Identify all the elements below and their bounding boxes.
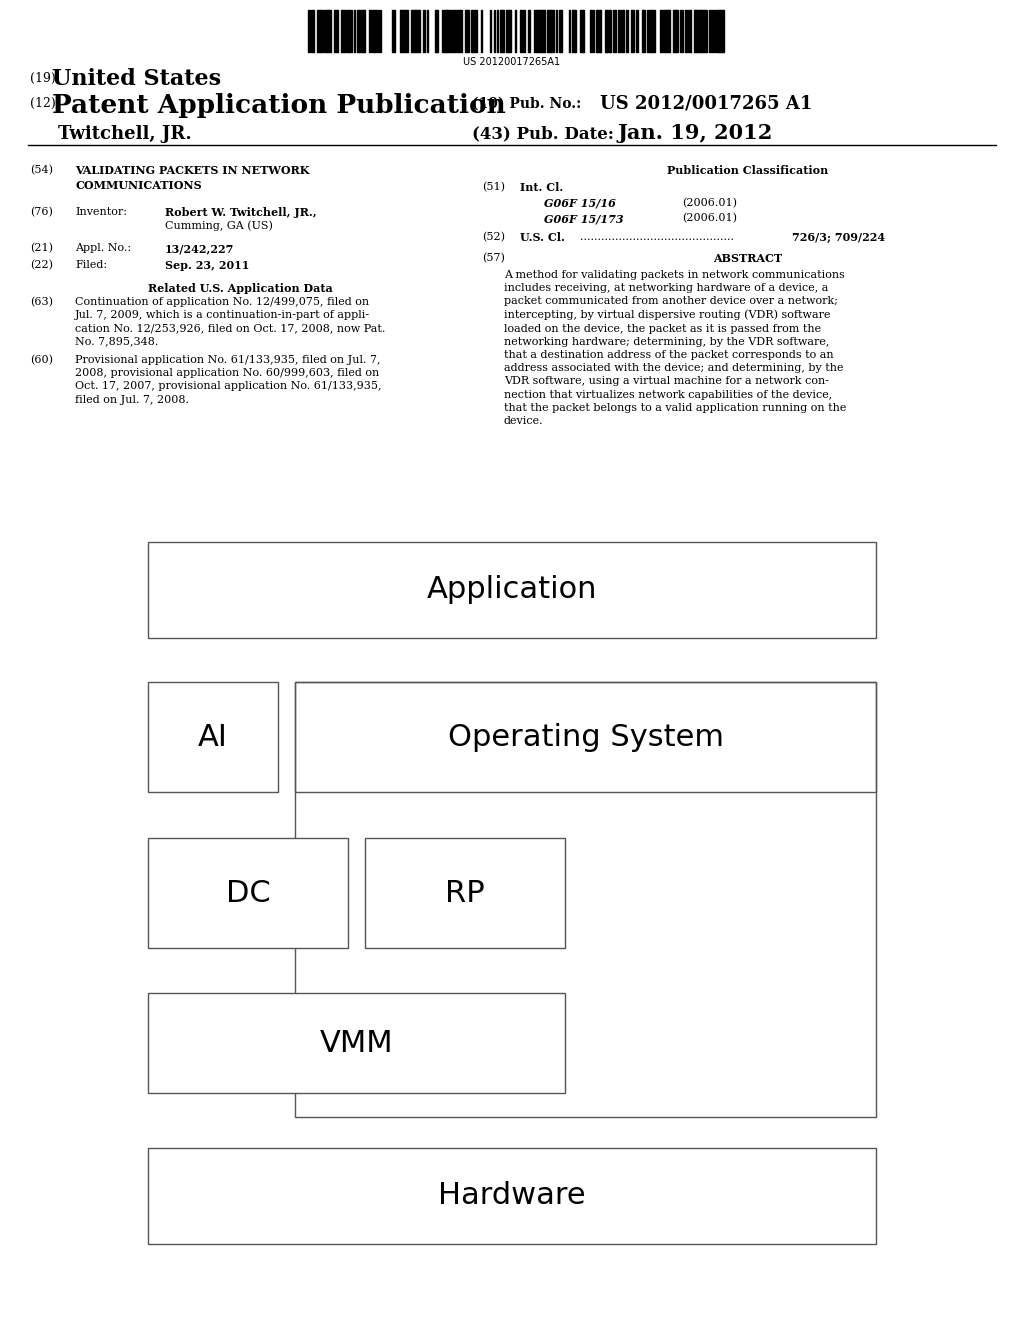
Text: Continuation of application No. 12/499,075, filed on
Jul. 7, 2009, which is a co: Continuation of application No. 12/499,0… — [75, 297, 385, 347]
Text: 13/242,227: 13/242,227 — [165, 243, 234, 253]
Text: (12): (12) — [30, 96, 55, 110]
Bar — [148, 993, 565, 1093]
Text: (22): (22) — [30, 260, 53, 271]
Text: (19): (19) — [30, 73, 55, 84]
Text: Patent Application Publication: Patent Application Publication — [52, 92, 506, 117]
Text: (57): (57) — [482, 253, 505, 263]
Text: VMM: VMM — [319, 1028, 393, 1057]
Text: United States: United States — [52, 69, 221, 90]
Text: (76): (76) — [30, 207, 53, 218]
Text: Operating System: Operating System — [447, 722, 724, 751]
Text: 726/3; 709/224: 726/3; 709/224 — [792, 232, 885, 243]
Bar — [148, 838, 348, 948]
Text: (51): (51) — [482, 182, 505, 193]
Text: G06F 15/16: G06F 15/16 — [544, 198, 615, 209]
Text: Filed:: Filed: — [75, 260, 108, 271]
Text: U.S. Cl.: U.S. Cl. — [520, 232, 565, 243]
Text: G06F 15/173: G06F 15/173 — [544, 213, 624, 224]
Bar — [148, 543, 876, 638]
Bar — [365, 838, 565, 948]
Text: (63): (63) — [30, 297, 53, 308]
Text: Provisional application No. 61/133,935, filed on Jul. 7,
2008, provisional appli: Provisional application No. 61/133,935, … — [75, 355, 382, 405]
Text: DC: DC — [225, 879, 270, 908]
Text: AI: AI — [198, 722, 228, 751]
Text: Hardware: Hardware — [438, 1181, 586, 1210]
Text: (60): (60) — [30, 355, 53, 366]
Text: ............................................: ........................................… — [580, 232, 734, 242]
Text: Inventor:: Inventor: — [75, 207, 127, 216]
Text: Application: Application — [427, 576, 597, 605]
Text: US 20120017265A1: US 20120017265A1 — [464, 57, 560, 67]
Text: (10) Pub. No.:: (10) Pub. No.: — [472, 96, 582, 111]
Text: (2006.01): (2006.01) — [682, 213, 737, 223]
Text: Sep. 23, 2011: Sep. 23, 2011 — [165, 260, 250, 271]
Bar — [295, 682, 876, 792]
Text: ABSTRACT: ABSTRACT — [714, 253, 782, 264]
Text: (54): (54) — [30, 165, 53, 176]
Text: A method for validating packets in network communications
includes receiving, at: A method for validating packets in netwo… — [504, 271, 847, 426]
Text: Publication Classification: Publication Classification — [668, 165, 828, 176]
Text: (52): (52) — [482, 232, 505, 243]
Text: (2006.01): (2006.01) — [682, 198, 737, 209]
Text: Appl. No.:: Appl. No.: — [75, 243, 131, 253]
Bar — [148, 682, 278, 792]
Text: Twitchell, JR.: Twitchell, JR. — [58, 125, 191, 143]
Text: US 2012/0017265 A1: US 2012/0017265 A1 — [600, 95, 812, 114]
Text: Cumming, GA (US): Cumming, GA (US) — [165, 220, 272, 231]
Text: (43) Pub. Date:: (43) Pub. Date: — [472, 125, 613, 143]
Text: (21): (21) — [30, 243, 53, 253]
Text: Jan. 19, 2012: Jan. 19, 2012 — [618, 123, 773, 143]
Text: VALIDATING PACKETS IN NETWORK
COMMUNICATIONS: VALIDATING PACKETS IN NETWORK COMMUNICAT… — [75, 165, 309, 190]
Bar — [148, 1148, 876, 1243]
Text: Int. Cl.: Int. Cl. — [520, 182, 563, 193]
Text: Robert W. Twitchell, JR.,: Robert W. Twitchell, JR., — [165, 207, 316, 218]
Text: RP: RP — [445, 879, 484, 908]
Bar — [295, 682, 876, 1117]
Text: Related U.S. Application Data: Related U.S. Application Data — [147, 282, 333, 294]
